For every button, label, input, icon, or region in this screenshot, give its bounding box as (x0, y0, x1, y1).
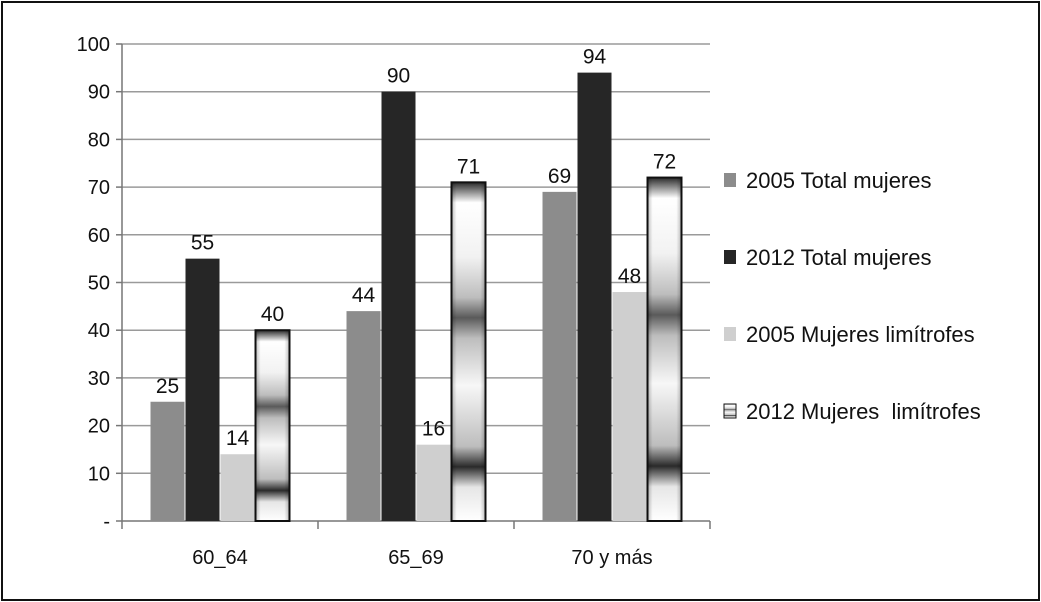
data-label: 48 (618, 265, 641, 288)
legend-swatch (723, 403, 737, 419)
data-label: 14 (226, 427, 250, 450)
y-tick-label: 80 (88, 129, 110, 151)
y-tick-label: 50 (88, 273, 110, 295)
y-tick-label: 40 (88, 320, 110, 342)
x-category-label: 65_69 (388, 547, 444, 569)
bar (381, 91, 416, 521)
y-tick-label: 90 (88, 82, 110, 104)
y-tick-label: 10 (88, 463, 110, 485)
y-tick-label: 30 (88, 368, 110, 390)
legend: 2005 Total mujeres 2012 Total mujeres 2005… (723, 168, 981, 424)
data-label: 40 (261, 303, 284, 326)
y-tick-label: 20 (88, 416, 110, 438)
legend-label: 2005 Total mujeres (746, 168, 932, 193)
x-category-label: 70 y más (571, 547, 652, 569)
x-category-label: 60_64 (192, 547, 248, 569)
bar (577, 72, 612, 522)
bar (416, 444, 451, 521)
data-label: 94 (583, 46, 607, 69)
y-tick-label: 100 (77, 34, 110, 56)
gridlines (122, 43, 710, 475)
axes: 100 90 80 70 60 50 40 30 20 10 - 60_64 65_69 70 y más (77, 34, 711, 569)
data-label: 55 (191, 232, 214, 255)
y-tick-label: 60 (88, 225, 110, 247)
data-labels: 25 44 69 55 90 94 14 16 48 40 71 72 (156, 46, 676, 451)
bars (150, 72, 683, 523)
legend-label: 2012 Mujeres limítrofes (746, 399, 981, 424)
y-tick-label: 70 (88, 177, 110, 199)
legend-label: 2005 Mujeres limítrofes (746, 322, 975, 347)
legend-swatch (724, 250, 736, 264)
bar (150, 401, 185, 521)
data-label: 25 (156, 375, 179, 398)
bar-shading (451, 182, 486, 521)
data-label: 69 (548, 165, 571, 188)
legend-swatch (724, 173, 736, 187)
data-label: 71 (457, 155, 480, 178)
bar (612, 292, 647, 521)
bar (542, 191, 577, 521)
bar-shading (647, 177, 682, 521)
legend-label: 2012 Total mujeres (746, 245, 932, 270)
data-label: 72 (653, 151, 676, 174)
legend-swatch (724, 327, 736, 341)
data-label: 16 (422, 418, 445, 441)
bar (346, 311, 381, 521)
data-label: 90 (387, 65, 410, 88)
bar (185, 258, 220, 521)
bar-shading (255, 330, 290, 521)
bar (220, 454, 255, 521)
y-tick-label: - (103, 511, 110, 533)
data-label: 44 (352, 284, 376, 307)
